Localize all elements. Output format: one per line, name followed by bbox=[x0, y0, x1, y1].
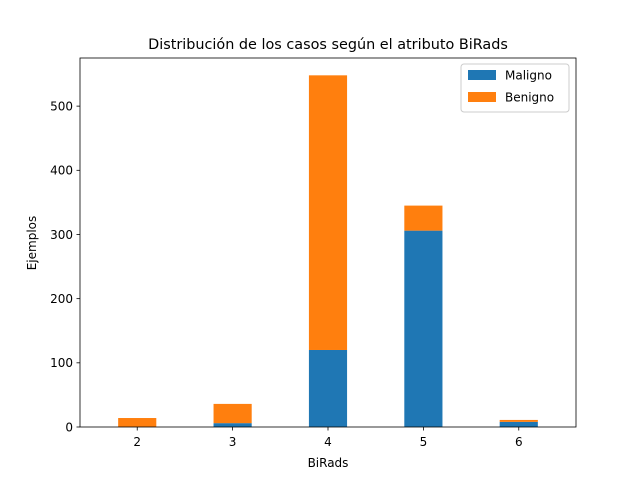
bar-benigno-5 bbox=[404, 205, 443, 231]
bar-benigno-6 bbox=[499, 419, 538, 422]
x-tick-label: 4 bbox=[324, 435, 332, 449]
axes-layer: 0 100 200 300 400 500 2 3 4 5 6 bbox=[50, 57, 577, 449]
y-tick-label: 500 bbox=[50, 99, 73, 113]
x-tick-label: 3 bbox=[229, 435, 237, 449]
x-tick-label: 2 bbox=[133, 435, 141, 449]
legend: Maligno Benigno bbox=[460, 63, 570, 113]
y-tick-label: 100 bbox=[50, 356, 73, 370]
bars-layer bbox=[118, 75, 538, 427]
y-tick-label: 300 bbox=[50, 228, 73, 242]
bar-maligno-5 bbox=[404, 230, 443, 427]
bar-maligno-4 bbox=[308, 349, 348, 427]
bar-maligno-6 bbox=[499, 421, 538, 427]
x-tick-label: 5 bbox=[420, 435, 428, 449]
y-tick-label: 200 bbox=[50, 292, 73, 306]
x-axis-label: BiRads bbox=[308, 456, 349, 470]
legend-swatch-maligno bbox=[468, 70, 496, 80]
legend-swatch-benigno bbox=[468, 92, 496, 102]
bar-benigno-2 bbox=[118, 418, 157, 427]
x-tick-label: 6 bbox=[515, 435, 523, 449]
y-tick-label: 400 bbox=[50, 164, 73, 178]
y-tick-label: 0 bbox=[65, 420, 73, 434]
legend-label-benigno: Benigno bbox=[505, 91, 554, 105]
bar-maligno-3 bbox=[213, 423, 252, 427]
legend-label-maligno: Maligno bbox=[505, 69, 552, 83]
chart-title: Distribución de los casos según el atrib… bbox=[148, 37, 508, 53]
y-axis-label: Ejemplos bbox=[25, 216, 39, 271]
bar-benigno-3 bbox=[213, 403, 252, 424]
bar-benigno-4 bbox=[308, 75, 348, 350]
